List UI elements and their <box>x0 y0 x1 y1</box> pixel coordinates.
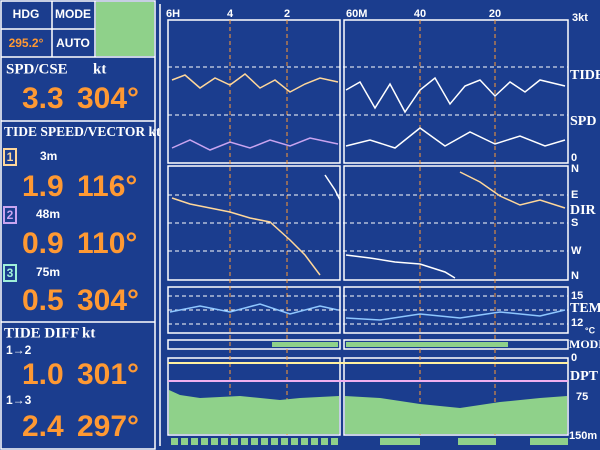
layer-box <box>3 264 17 282</box>
layer-box <box>3 148 17 166</box>
tide-label: TIDE <box>570 68 600 83</box>
dir-tick: N <box>571 270 579 282</box>
speed-max: 3kt <box>572 12 588 24</box>
grid <box>168 20 568 435</box>
layer-depth: 3m <box>40 149 57 163</box>
traces <box>169 73 566 321</box>
speed-label: SPD/CSE <box>6 61 68 77</box>
layer-depth: 75m <box>36 265 60 279</box>
layer-number: 3 <box>7 266 14 280</box>
tide-diff-unit: kt <box>82 325 95 341</box>
temp-label: TEMP <box>570 301 600 316</box>
dir-tick: N <box>571 163 579 175</box>
layer-number: 1 <box>7 150 14 164</box>
depth-tick: 0 <box>571 352 577 364</box>
depth-tick: 150m <box>569 430 597 442</box>
layer-depth: 48m <box>36 207 60 221</box>
pair-label: 1→2 <box>6 343 32 357</box>
mode-bars <box>272 342 508 347</box>
mode-value: AUTO <box>56 36 90 50</box>
spd-label: SPD <box>570 114 596 129</box>
time-label: 2 <box>284 8 290 20</box>
spd-zero: 0 <box>571 152 577 164</box>
layer-speed: 0.5 <box>22 284 64 317</box>
temp-tick: 15 <box>571 290 583 302</box>
speed-value: 3.3 <box>22 82 64 115</box>
layer-speed: 0.9 <box>22 227 64 260</box>
layer-speed: 1.9 <box>22 170 64 203</box>
hdg-label: HDG <box>13 7 40 21</box>
diff-direction: 301° <box>77 358 139 391</box>
layer-direction: 116° <box>77 170 137 203</box>
tide-speed-label: TIDE SPEED/VECTOR kt <box>4 124 161 139</box>
hdg-value: 295.2° <box>9 36 44 50</box>
dir-tick: E <box>571 189 578 201</box>
left-panel <box>0 0 156 450</box>
depth-tick: 75 <box>576 391 588 403</box>
tide-diff-label: TIDE DIFF <box>4 325 79 341</box>
temp-unit: °C <box>585 325 596 335</box>
layer-number: 2 <box>7 208 14 222</box>
time-label: 6H <box>166 8 180 20</box>
speed-unit: kt <box>93 61 106 77</box>
dir-tick: S <box>571 217 578 229</box>
mode-label: MODE <box>55 7 91 21</box>
diff-speed: 2.4 <box>22 410 64 443</box>
course-value: 304° <box>77 82 139 115</box>
layer-direction: 110° <box>77 227 137 260</box>
time-label: 20 <box>489 8 501 20</box>
layer-box <box>3 206 17 224</box>
mode-label: MODE <box>569 337 600 351</box>
depth-profile <box>168 362 568 434</box>
dpt-label: DPT <box>570 369 599 384</box>
time-label: 40 <box>414 8 426 20</box>
temp-tick: 12 <box>571 317 583 329</box>
diff-direction: 297° <box>77 410 139 443</box>
layer-direction: 304° <box>77 284 139 317</box>
dir-tick: W <box>571 245 582 257</box>
diff-speed: 1.0 <box>22 358 64 391</box>
dir-label: DIR <box>570 203 597 218</box>
bottom-blocks <box>171 438 568 445</box>
time-label: 4 <box>227 8 234 20</box>
pair-label: 1→3 <box>6 393 32 407</box>
time-label: 60M <box>346 8 367 20</box>
status-cell <box>96 2 154 56</box>
